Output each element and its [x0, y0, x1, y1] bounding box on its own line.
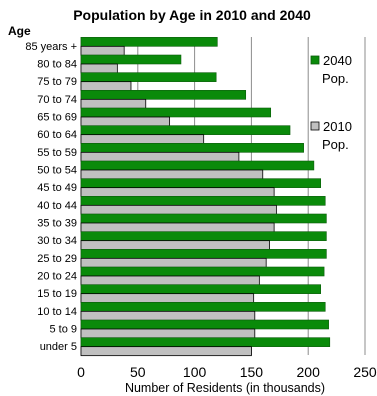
legend-label: 2010 [323, 119, 352, 134]
category-label: 30 to 34 [37, 235, 77, 247]
legend: 2040 Pop. 2010 Pop. [310, 53, 352, 152]
bar-2040 [80, 302, 326, 312]
bar-2040 [80, 249, 327, 259]
category-label: 35 to 39 [37, 218, 77, 230]
bar-2040 [80, 196, 326, 206]
category-label: under 5 [40, 341, 77, 353]
legend-swatch-2040 [310, 55, 320, 65]
category-label: 10 to 14 [37, 306, 77, 318]
x-tick-label: 50 [130, 364, 146, 380]
bar-2010 [80, 81, 132, 92]
category-label: 50 to 54 [37, 165, 77, 177]
bar-2010 [80, 275, 260, 286]
x-tick-label: 150 [240, 364, 264, 380]
bar-2010 [80, 257, 267, 268]
bar-2010 [80, 222, 275, 233]
bar-2040 [80, 160, 315, 171]
x-axis-title: Number of Residents (in thousands) [125, 381, 325, 395]
bar-2040 [80, 213, 327, 224]
category-label: 80 to 84 [37, 59, 77, 71]
x-tick-label: 0 [77, 364, 85, 380]
bars [80, 37, 331, 357]
bar-2040 [80, 107, 272, 118]
legend-swatch-2010 [310, 121, 320, 131]
category-label: 65 to 69 [37, 112, 77, 124]
bar-2040 [80, 54, 182, 65]
bar-2040 [80, 37, 218, 47]
bar-2010 [80, 293, 255, 304]
bar-2010 [80, 187, 275, 198]
bar-2040 [80, 125, 291, 135]
bar-2010 [80, 98, 147, 109]
chart-title: Population by Age in 2010 and 2040 [73, 7, 311, 23]
x-tick-label: 200 [297, 364, 321, 380]
category-label: 55 to 59 [37, 147, 77, 159]
category-label: 25 to 29 [37, 253, 77, 265]
bar-2040 [80, 337, 331, 347]
bar-2040 [80, 319, 329, 330]
category-labels: 85 years + 80 to 84 75 to 79 70 to 74 65 to … [25, 41, 77, 353]
legend-label: Pop. [322, 137, 349, 152]
category-label: 70 to 74 [37, 94, 77, 106]
category-label: 15 to 19 [37, 288, 77, 300]
category-label: 40 to 44 [37, 200, 77, 212]
bar-2040 [80, 72, 217, 82]
bar-2040 [80, 266, 325, 277]
x-tick-label: 100 [183, 364, 207, 380]
bar-2010 [80, 328, 256, 339]
bar-2010 [80, 134, 205, 145]
bar-2040 [80, 143, 304, 153]
category-label: 45 to 49 [37, 182, 77, 194]
category-label: 75 to 79 [37, 76, 77, 88]
bar-2040 [80, 90, 247, 100]
bar-2010 [80, 63, 118, 74]
legend-label: Pop. [322, 71, 349, 86]
x-tick-labels: 0 50 100 150 200 250 [77, 364, 377, 380]
bar-2010 [80, 240, 270, 251]
bar-2010 [80, 204, 277, 215]
bar-2010 [80, 346, 252, 357]
bar-2040 [80, 178, 321, 188]
category-label: 5 to 9 [49, 324, 77, 336]
y-axis-title: Age [8, 24, 31, 38]
category-label: 20 to 24 [37, 271, 77, 283]
bar-2010 [80, 310, 256, 321]
bar-2010 [80, 169, 264, 180]
legend-label: 2040 [323, 53, 352, 68]
bar-2010 [80, 151, 240, 162]
category-label: 60 to 64 [37, 129, 77, 141]
bar-2040 [80, 284, 321, 294]
bar-2040 [80, 231, 327, 241]
category-label: 85 years + [25, 41, 77, 53]
bar-2010 [80, 116, 171, 127]
bar-2010 [80, 45, 125, 56]
x-tick-label: 250 [353, 364, 377, 380]
